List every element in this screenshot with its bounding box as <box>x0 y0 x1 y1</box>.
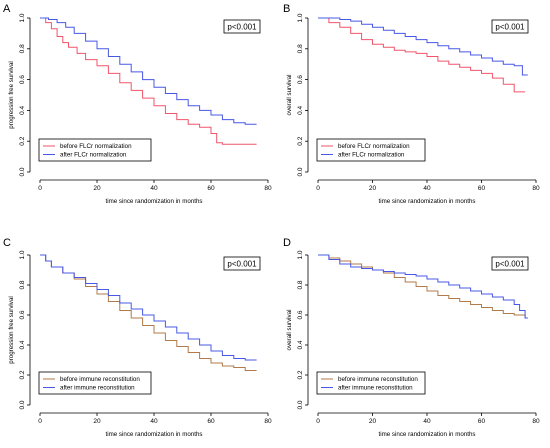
y-tick-label: 0.6 <box>297 75 304 84</box>
y-tick-label: 1.0 <box>297 250 304 259</box>
y-tick-label: 0.8 <box>297 44 304 53</box>
x-tick-label: 60 <box>207 185 215 192</box>
legend-label: after immune reconstitution <box>338 385 413 392</box>
x-tick-label: 80 <box>264 185 272 192</box>
legend-box <box>316 138 426 162</box>
x-tick-label: 40 <box>423 418 431 425</box>
panel-b: B 0 20 40 60 80 0.0 0.2 0.4 0.6 0.8 1.0 time since r… <box>283 3 540 205</box>
x-tick-label: 20 <box>369 185 377 192</box>
y-tick-label: 0.0 <box>297 167 304 176</box>
y-tick-label: 0.0 <box>19 167 26 176</box>
legend-box <box>316 371 426 395</box>
y-tick-label: 0.6 <box>19 310 26 319</box>
y-tick-label: 1.0 <box>19 13 26 22</box>
panel-letter: B <box>283 3 290 15</box>
x-tick-label: 60 <box>478 185 486 192</box>
legend-label: after FLCr normalization <box>60 152 127 159</box>
survival-curve-before <box>40 17 257 145</box>
pvalue-box <box>223 256 261 271</box>
y-tick-label: 0.2 <box>297 370 304 379</box>
pvalue-label: p<0.001 <box>495 260 525 269</box>
survival-curve-after <box>40 254 257 361</box>
survival-curve-before <box>318 17 526 93</box>
x-tick-label: 20 <box>369 418 377 425</box>
pvalue-label: p<0.001 <box>495 23 525 32</box>
survival-curve-after <box>40 17 257 125</box>
survival-curve-after <box>318 254 528 319</box>
y-tick-label: 0.4 <box>297 340 304 349</box>
y-tick-label: 1.0 <box>19 250 26 259</box>
y-tick-label: 0.4 <box>297 106 304 115</box>
y-tick-label: 0.6 <box>297 310 304 319</box>
y-tick-label: 0.6 <box>19 75 26 84</box>
legend-label: after FLCr normalization <box>338 152 405 159</box>
x-tick-label: 80 <box>532 418 540 425</box>
legend-box <box>38 371 152 395</box>
y-tick-label: 0.2 <box>19 370 26 379</box>
legend-label: before FLCr normalization <box>338 143 410 150</box>
survival-curve-before <box>318 254 528 319</box>
x-axis-title: time since randomization in months <box>379 198 476 205</box>
x-tick-label: 60 <box>207 418 215 425</box>
x-tick-label: 20 <box>93 418 101 425</box>
pvalue-box <box>491 19 529 34</box>
panel-a: A 0 20 40 60 80 0.0 0.2 0.4 0.6 0.8 1.0 time since r… <box>3 3 272 205</box>
legend-box <box>38 138 152 162</box>
y-tick-label: 0.2 <box>297 136 304 145</box>
y-axis-title: progression free survival <box>8 296 15 363</box>
pvalue-box <box>491 256 529 271</box>
pvalue-label: p<0.001 <box>227 260 257 269</box>
panel-letter: D <box>283 237 291 249</box>
y-tick-label: 0.8 <box>19 44 26 53</box>
x-tick-label: 60 <box>478 418 486 425</box>
y-tick-label: 0.2 <box>19 136 26 145</box>
y-axis-title: progression free survival <box>8 61 15 128</box>
y-tick-label: 1.0 <box>297 13 304 22</box>
y-axis-title: overall survival <box>286 75 293 116</box>
x-tick-label: 80 <box>532 185 540 192</box>
y-tick-label: 0.4 <box>19 340 26 349</box>
x-tick-label: 20 <box>93 185 101 192</box>
y-axis-title: overall survival <box>286 310 293 351</box>
x-axis-title: time since randomization in months <box>106 198 203 205</box>
legend-label: before FLCr normalization <box>60 143 132 150</box>
y-tick-label: 0.8 <box>19 280 26 289</box>
panel-c: C 0 20 40 60 80 0.0 0.2 0.4 0.6 0.8 1.0 time since r… <box>3 237 272 438</box>
survival-curve-before <box>40 254 257 371</box>
x-tick-label: 40 <box>150 185 158 192</box>
panel-letter: C <box>3 237 11 249</box>
pvalue-label: p<0.001 <box>227 23 257 32</box>
y-tick-label: 0.8 <box>297 280 304 289</box>
x-axis-title: time since randomization in months <box>106 431 203 438</box>
pvalue-box <box>223 19 261 34</box>
x-tick-label: 0 <box>38 185 42 192</box>
x-tick-label: 40 <box>150 418 158 425</box>
x-tick-label: 0 <box>316 418 320 425</box>
legend-label: before immune reconstitution <box>338 376 418 383</box>
y-tick-label: 0.0 <box>19 400 26 409</box>
x-axis-title: time since randomization in months <box>379 431 476 438</box>
x-tick-label: 80 <box>264 418 272 425</box>
y-tick-label: 0.4 <box>19 106 26 115</box>
survival-curve-after <box>318 17 528 76</box>
y-tick-label: 0.0 <box>297 400 304 409</box>
legend-label: before immune reconstitution <box>60 376 140 383</box>
x-tick-label: 0 <box>38 418 42 425</box>
panel-d: D 0 20 40 60 80 0.0 0.2 0.4 0.6 0.8 1.0 time since r… <box>283 237 540 438</box>
legend-label: after immune reconstitution <box>60 385 135 392</box>
x-tick-label: 0 <box>316 185 320 192</box>
x-tick-label: 40 <box>423 185 431 192</box>
panel-letter: A <box>3 3 11 15</box>
